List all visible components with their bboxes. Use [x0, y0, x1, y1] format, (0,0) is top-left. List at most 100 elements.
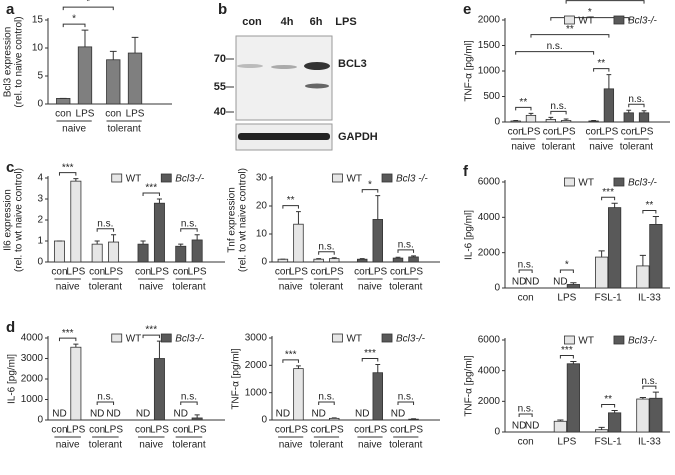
lane-label: 4h [281, 16, 294, 28]
bar [328, 258, 340, 263]
error-bar [591, 119, 596, 121]
error-bar [81, 29, 89, 47]
comparison-bracket [180, 401, 198, 405]
legend-swatch [564, 335, 575, 345]
error-bar [296, 211, 301, 225]
group-label: naive [56, 282, 80, 293]
bar [560, 120, 572, 123]
x-tick-label: con [586, 127, 602, 138]
group-label: naive [139, 440, 163, 451]
x-tick-label: con [135, 425, 151, 436]
y-tick-label: 4000 [21, 333, 44, 344]
x-tick-label: con [51, 425, 67, 436]
comparison-label: * [86, 0, 90, 8]
comparison-label: n.s. [398, 239, 414, 250]
group-label: tolerant [542, 142, 576, 153]
group-label: naive [511, 142, 535, 153]
x-tick-label: con [543, 127, 559, 138]
y-tick-label: 1000 [21, 394, 44, 405]
bar [566, 363, 580, 433]
legend-label: WT [578, 178, 594, 189]
comparison-label: *** [364, 348, 376, 359]
bar [525, 114, 537, 123]
error-bar [548, 116, 554, 120]
error-bar [611, 202, 618, 208]
bar [392, 257, 404, 263]
comparison-bracket [559, 354, 574, 359]
comparison-label: n.s. [97, 218, 113, 229]
bar [53, 240, 65, 263]
group-label: naive [589, 142, 613, 153]
y-tick-label: 30 [256, 173, 268, 184]
y-tick-label: 3000 [21, 353, 44, 364]
x-tick-label: LPS [150, 425, 169, 436]
y-tick-label: 0 [261, 257, 267, 268]
y-tick-label: 0 [494, 283, 500, 294]
bar [553, 420, 567, 433]
legend-label: WT [578, 16, 594, 27]
band [304, 62, 330, 70]
y-tick-label: 4000 [478, 212, 501, 223]
y-tick-label: 10 [32, 43, 44, 54]
comparison-bracket [550, 17, 630, 21]
value-label: ND [525, 421, 539, 432]
x-tick-label: LPS [404, 267, 423, 278]
x-tick-label: con [55, 109, 71, 120]
error-bar [395, 256, 401, 259]
band [238, 133, 330, 140]
x-tick-label: IL-33 [638, 437, 661, 448]
error-bar [513, 119, 519, 121]
error-bar [94, 240, 100, 245]
bar [608, 207, 622, 289]
bar [175, 245, 187, 263]
band [271, 65, 297, 69]
comparison-label: n.s. [547, 41, 563, 52]
legend-swatch [332, 333, 343, 343]
bar [137, 243, 149, 263]
y-axis-label: Bcl3 expression [3, 27, 14, 98]
x-tick-label: FSL-1 [595, 437, 623, 448]
error-bar [194, 234, 200, 240]
comparison-bracket [530, 34, 610, 38]
value-label: ND [136, 409, 150, 420]
comparison-bracket [559, 269, 574, 273]
panel-letter: a [6, 1, 15, 18]
group-label: tolerant [310, 282, 344, 293]
error-bar [375, 364, 381, 373]
y-tick-label: 1500 [478, 40, 501, 51]
y-axis-label: (rel. to wt naive control) [238, 168, 249, 272]
value-label: ND [52, 409, 66, 420]
comparison-label: n.s. [181, 218, 197, 229]
comparison-label: *** [561, 345, 573, 356]
y-tick-label: 2000 [478, 15, 501, 26]
error-bar [611, 410, 618, 413]
y-tick-label: 3 [37, 194, 43, 205]
y-axis-label: TNF-α [pg/ml] [464, 40, 475, 102]
error-bar [639, 254, 646, 266]
error-bar [109, 50, 117, 60]
bar [649, 397, 663, 433]
x-tick-label: LPS [522, 127, 541, 138]
y-tick-label: 10 [256, 229, 268, 240]
bar [106, 59, 121, 105]
y-tick-label: 0 [37, 99, 43, 110]
x-tick-label: LPS [557, 293, 576, 304]
y-tick-label: 6000 [478, 335, 501, 346]
comparison-label: *** [62, 162, 74, 173]
y-tick-label: 1 [37, 236, 43, 247]
y-tick-label: 1000 [245, 387, 268, 398]
y-axis-label: IL-6 [pg/ml] [7, 354, 18, 404]
legend-label: Bcl3-/- [628, 336, 658, 347]
comparison-bracket [550, 110, 567, 115]
x-tick-label: con [621, 127, 637, 138]
bar [108, 241, 120, 263]
comparison-label: n.s. [181, 392, 197, 403]
group-label: tolerant [389, 282, 423, 293]
comparison-bracket [62, 6, 114, 11]
group-label: tolerant [89, 282, 123, 293]
error-bar [411, 255, 416, 257]
x-tick-label: con [173, 267, 189, 278]
bar [595, 429, 609, 433]
x-tick-label: LPS [404, 425, 423, 436]
comparison-bracket [282, 359, 299, 363]
